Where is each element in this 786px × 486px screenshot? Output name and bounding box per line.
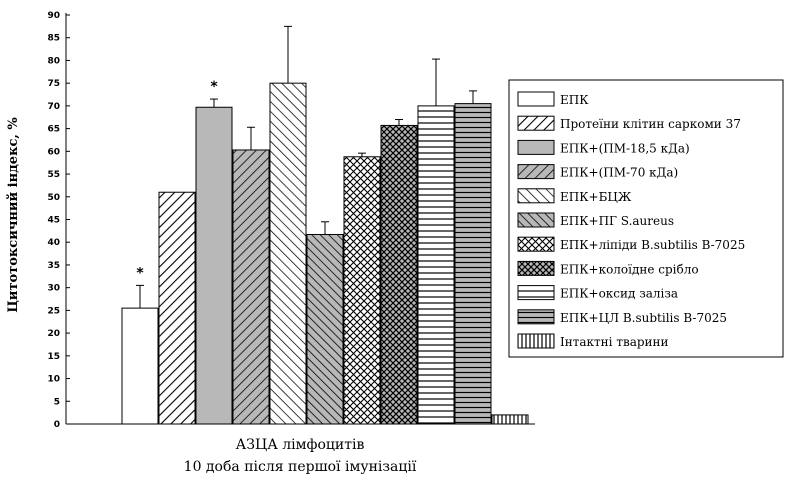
legend-label: Протеїни клітин саркоми 37 [560, 117, 741, 131]
bar [306, 233, 344, 425]
y-tick-label: 80 [47, 56, 60, 66]
significance-stars: ** [136, 79, 218, 281]
legend-swatch [517, 260, 555, 276]
y-tick-label: 40 [47, 238, 60, 248]
x-axis-label-line2: 10 доба після першої імунізації [184, 459, 417, 475]
legend-swatch [517, 115, 555, 131]
bar [195, 106, 233, 425]
legend-swatch [517, 164, 555, 180]
y-tick-label: 0 [54, 420, 60, 430]
legend-swatch [517, 188, 555, 204]
legend-swatch [517, 236, 555, 252]
y-tick-label: 5 [54, 397, 60, 407]
legend-label: Інтактні тварини [560, 335, 669, 349]
y-tick-label: 15 [47, 352, 60, 362]
legend-swatch [517, 91, 555, 107]
bar [121, 307, 159, 425]
legend-label: ЕПК+(ПМ-18,5 кДа) [560, 141, 690, 155]
bar [380, 124, 418, 425]
bar [269, 82, 307, 425]
y-tick-label: 20 [47, 329, 60, 339]
y-tick-label: 30 [47, 284, 60, 294]
bar [417, 105, 455, 425]
y-tick-label: 65 [47, 125, 60, 135]
y-tick-label: 60 [47, 147, 60, 157]
legend-swatch [517, 309, 555, 325]
legend-swatch [517, 285, 555, 301]
legend-swatch [517, 139, 555, 155]
legend-label: ЕПК+ПГ S.aureus [560, 214, 674, 228]
legend-swatch [517, 333, 555, 349]
legend-label: ЕПК+ЦЛ B.subtilis B-7025 [560, 311, 727, 325]
y-axis-label: Цитотоксичний індекс, % [6, 117, 21, 313]
bar [343, 156, 381, 425]
legend: ЕПК Протеїни клітин саркоми 37 ЕПК+(ПМ-18,… [508, 79, 784, 358]
y-tick-label: 35 [47, 261, 60, 271]
y-tick-label: 45 [47, 216, 60, 226]
y-tick-label: 75 [47, 79, 60, 89]
bars [121, 82, 529, 425]
x-axis-label-line1: АЗЦА лімфоцитів [236, 437, 365, 453]
legend-swatch [517, 212, 555, 228]
bar [232, 149, 270, 425]
legend-label: ЕПК+БЦЖ [560, 190, 632, 204]
legend-label: ЕПК+колоїдне срібло [560, 262, 699, 276]
y-tick-label: 10 [47, 375, 60, 385]
legend-label: ЕПК+ліпіди B.subtilis B-7025 [560, 238, 745, 252]
y-tick-label: 55 [47, 170, 60, 180]
legend-items: ЕПК Протеїни клітин саркоми 37 ЕПК+(ПМ-18,… [517, 91, 745, 349]
significance-star: * [136, 265, 144, 281]
y-ticks: 0 5 10 15 20 25 30 35 40 45 50 55 60 65 70 75 80 85 90 [47, 11, 70, 430]
y-tick-label: 50 [47, 193, 60, 203]
y-tick-label: 85 [47, 34, 60, 44]
significance-star: * [210, 79, 218, 95]
y-tick-label: 90 [47, 11, 60, 21]
bar [491, 414, 529, 425]
legend-label: ЕПК+(ПМ-70 кДа) [560, 166, 678, 180]
error-bars [136, 25, 477, 309]
y-tick-label: 70 [47, 102, 60, 112]
legend-box [508, 79, 784, 358]
y-tick-label: 25 [47, 306, 60, 316]
bar [454, 103, 492, 425]
bar [158, 191, 196, 425]
legend-label: ЕПК [560, 93, 589, 107]
legend-label: ЕПК+оксид заліза [560, 287, 678, 301]
